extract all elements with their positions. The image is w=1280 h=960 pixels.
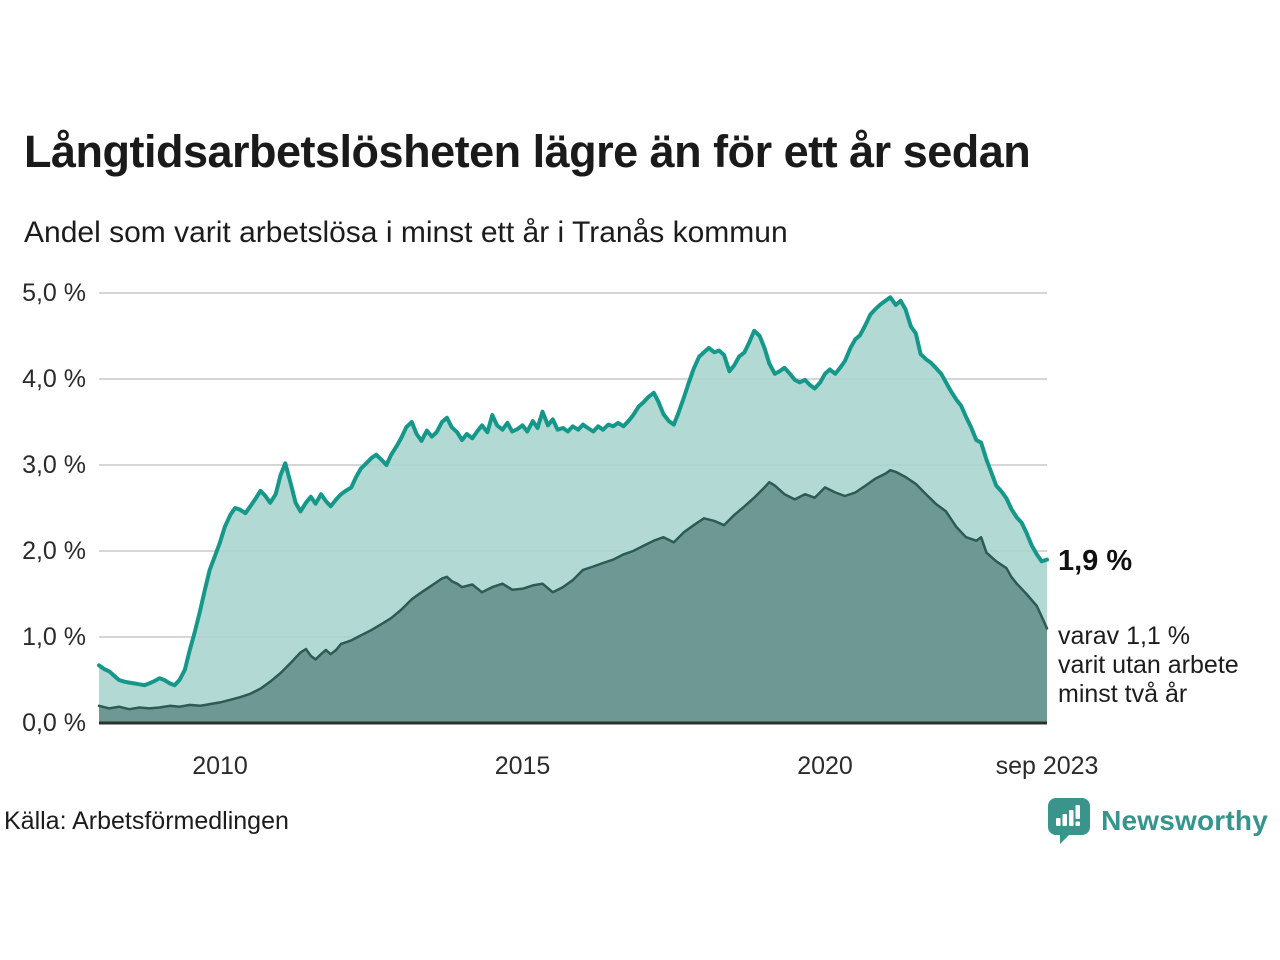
chart-subtitle: Andel som varit arbetslösa i minst ett å…: [24, 216, 788, 249]
brand-lockup: Newsworthy: [1047, 797, 1268, 844]
newsworthy-logo-icon: [1048, 798, 1091, 844]
y-axis-tick-label: 1,0 %: [22, 623, 86, 651]
x-axis-tick-label: 2010: [192, 752, 248, 780]
total-series-line: [97, 295, 1049, 688]
two-year-series-area: [99, 470, 1047, 723]
x-axis-tick-label: 2020: [797, 752, 853, 780]
chart-title: Långtidsarbetslösheten lägre än för ett …: [24, 126, 1031, 177]
brand-name: Newsworthy: [1101, 804, 1268, 836]
y-axis-tick-label: 3,0 %: [22, 451, 86, 479]
latest-value-label: 1,9 %: [1058, 545, 1133, 577]
y-axis-tick-label: 4,0 %: [22, 365, 86, 393]
x-axis-tick-label: sep 2023: [995, 752, 1099, 780]
y-axis-tick-label: 5,0 %: [22, 279, 86, 307]
x-axis-tick-label: 2015: [494, 752, 551, 780]
y-axis-tick-label: 0,0 %: [22, 709, 86, 737]
latest-value-detail: varav 1,1 % varit utan arbete minst två …: [1058, 622, 1239, 708]
two-year-series-line: [97, 468, 1049, 711]
source-note: Källa: Arbetsförmedlingen: [4, 807, 289, 835]
y-axis-tick-label: 2,0 %: [22, 537, 86, 565]
